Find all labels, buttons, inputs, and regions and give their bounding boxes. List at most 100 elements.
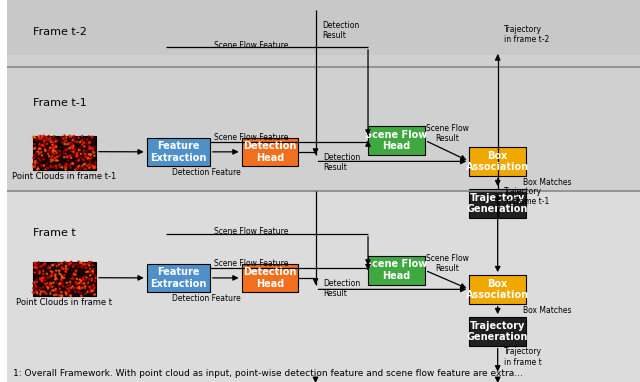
Point: [61, 151, 71, 157]
Point: [54, 262, 64, 268]
Point: [42, 137, 52, 143]
Point: [57, 164, 67, 170]
Point: [73, 165, 83, 172]
Point: [28, 285, 38, 291]
Point: [85, 140, 95, 146]
Point: [51, 165, 61, 171]
Point: [49, 283, 59, 289]
Point: [87, 286, 97, 293]
Point: [77, 261, 88, 267]
Text: Point Clouds in frame t: Point Clouds in frame t: [17, 298, 113, 307]
Point: [85, 152, 95, 158]
Point: [84, 164, 95, 170]
Point: [72, 285, 83, 291]
Point: [36, 263, 47, 269]
Point: [61, 134, 72, 140]
Point: [56, 272, 66, 278]
Point: [84, 133, 94, 139]
Point: [46, 158, 56, 164]
Point: [69, 270, 79, 277]
Point: [68, 160, 78, 167]
FancyBboxPatch shape: [8, 191, 640, 382]
Point: [39, 146, 49, 152]
Point: [61, 263, 71, 269]
Text: Trajectory
Generation: Trajectory Generation: [467, 193, 529, 214]
Point: [35, 270, 45, 276]
Text: Box Matches: Box Matches: [523, 178, 572, 187]
Point: [61, 161, 71, 167]
Point: [83, 289, 93, 295]
Point: [81, 274, 92, 280]
Point: [67, 143, 77, 149]
Point: [33, 259, 44, 265]
Point: [39, 143, 49, 149]
Point: [42, 265, 52, 271]
Point: [41, 283, 51, 289]
Point: [49, 133, 60, 139]
Point: [35, 146, 45, 152]
Point: [86, 134, 97, 140]
Point: [87, 162, 97, 168]
Point: [32, 279, 42, 285]
Point: [79, 280, 89, 286]
Text: Detection
Result: Detection Result: [322, 21, 359, 40]
Point: [71, 268, 81, 274]
Point: [51, 136, 61, 142]
Point: [31, 134, 41, 141]
Point: [85, 272, 95, 278]
Point: [88, 149, 99, 155]
Point: [53, 260, 63, 266]
Point: [46, 162, 56, 168]
Point: [40, 289, 50, 295]
Point: [37, 278, 47, 284]
Point: [61, 138, 71, 144]
Point: [79, 281, 90, 287]
Point: [29, 269, 40, 275]
Point: [64, 145, 74, 151]
Point: [57, 274, 67, 280]
Point: [54, 292, 65, 298]
Point: [89, 164, 99, 170]
Point: [51, 276, 61, 282]
Point: [89, 144, 99, 150]
Point: [69, 136, 79, 142]
Point: [86, 284, 96, 290]
Point: [84, 157, 95, 163]
Point: [66, 143, 76, 149]
Point: [34, 287, 44, 293]
Point: [40, 155, 50, 162]
Point: [56, 293, 66, 299]
Point: [58, 283, 68, 290]
Text: Point Clouds in frame t-1: Point Clouds in frame t-1: [12, 172, 116, 181]
Point: [90, 284, 100, 290]
Point: [48, 143, 58, 149]
Point: [30, 262, 40, 268]
Point: [49, 269, 59, 275]
Point: [48, 147, 58, 153]
Point: [66, 293, 76, 299]
Point: [75, 286, 85, 292]
Point: [42, 136, 52, 142]
Point: [33, 160, 43, 166]
Point: [38, 141, 49, 147]
Point: [47, 272, 58, 278]
Point: [38, 288, 49, 295]
Point: [33, 164, 43, 170]
Point: [79, 165, 89, 172]
Point: [73, 264, 83, 270]
FancyBboxPatch shape: [469, 317, 526, 346]
Point: [28, 161, 38, 167]
Point: [69, 270, 79, 277]
Point: [76, 144, 86, 150]
Point: [65, 165, 76, 171]
Point: [77, 281, 87, 287]
Point: [84, 288, 95, 295]
Point: [59, 148, 69, 154]
Point: [40, 147, 51, 153]
Point: [58, 139, 68, 145]
Point: [79, 147, 89, 153]
Point: [40, 166, 51, 172]
Point: [84, 259, 94, 265]
Point: [70, 288, 81, 295]
Point: [38, 284, 48, 290]
